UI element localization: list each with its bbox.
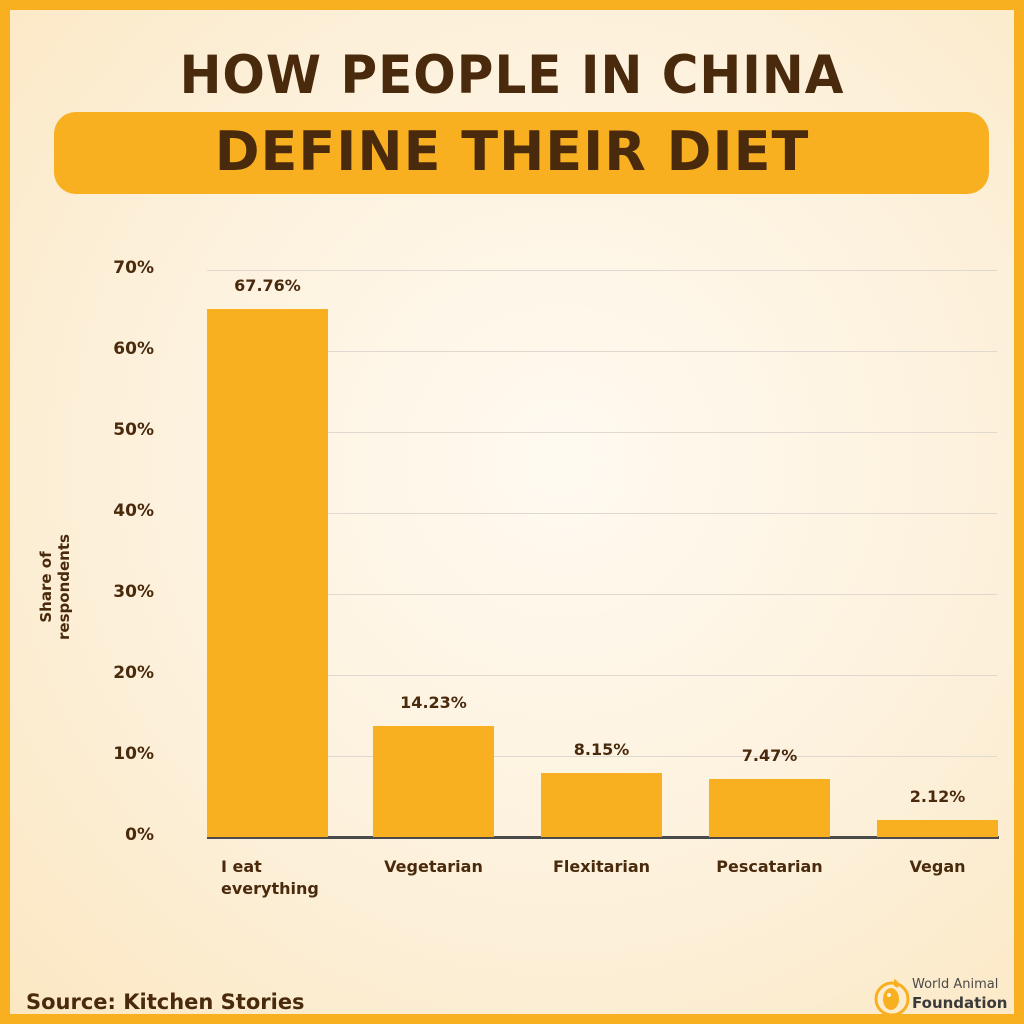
y-tick-label: 40% — [113, 501, 154, 521]
title-line-1: HOW PEOPLE IN CHINA — [179, 44, 845, 106]
category-label-line: everything — [221, 879, 319, 898]
animal-logo-icon — [874, 979, 910, 1017]
gridline — [207, 756, 997, 757]
y-tick-label: 50% — [113, 420, 154, 440]
category-label: I eat everything — [221, 856, 331, 900]
world-animal-foundation-logo: World Animal Foundation — [872, 973, 1017, 1019]
value-label: 2.12% — [909, 787, 966, 807]
bar-pescatarian — [709, 778, 830, 837]
title-line-2: DEFINE THEIR DIET — [214, 120, 810, 183]
gridline — [207, 594, 997, 595]
category-label: Flexitarian — [541, 856, 662, 878]
category-label-line: I eat — [221, 857, 262, 876]
category-label-line: Vegetarian — [384, 857, 483, 876]
y-tick-label: 0% — [125, 825, 154, 845]
y-axis-label: Share of respondents — [37, 534, 73, 640]
value-label: 8.15% — [573, 740, 630, 760]
logo-text-line-2: Foundation — [912, 994, 1008, 1012]
title-highlight-pill — [54, 112, 989, 194]
x-axis-baseline — [207, 836, 999, 839]
bar-i-eat-everything — [207, 309, 328, 837]
logo-text-line-1: World Animal — [912, 977, 999, 992]
category-label: Pescatarian — [709, 856, 830, 878]
gridline — [207, 675, 997, 676]
gridline — [207, 351, 997, 352]
value-label: 14.23% — [400, 693, 467, 713]
y-tick-label: 60% — [113, 339, 154, 359]
value-label: 67.76% — [234, 276, 301, 295]
bar-chart: Share of respondents 0% 10% 20% 30% 40% 50% 60… — [10, 10, 1024, 1034]
category-label: Vegetarian — [373, 856, 494, 878]
y-tick-label: 70% — [113, 258, 154, 278]
gridline — [207, 513, 997, 514]
category-label: Vegan — [877, 856, 998, 878]
category-label-line: Pescatarian — [716, 857, 823, 876]
y-tick-label: 10% — [113, 744, 154, 764]
value-label: 7.47% — [741, 745, 798, 765]
category-label-line: Vegan — [909, 857, 966, 876]
category-label-line: Flexitarian — [552, 857, 651, 876]
source-note: Source: Kitchen Stories — [26, 990, 305, 1014]
y-tick-label: 30% — [113, 582, 154, 602]
bar-vegetarian — [373, 726, 494, 837]
bar-flexitarian — [541, 773, 662, 837]
bar-vegan — [877, 820, 998, 837]
gridline — [207, 432, 997, 433]
y-tick-label: 20% — [113, 663, 154, 683]
gridline — [207, 270, 997, 271]
